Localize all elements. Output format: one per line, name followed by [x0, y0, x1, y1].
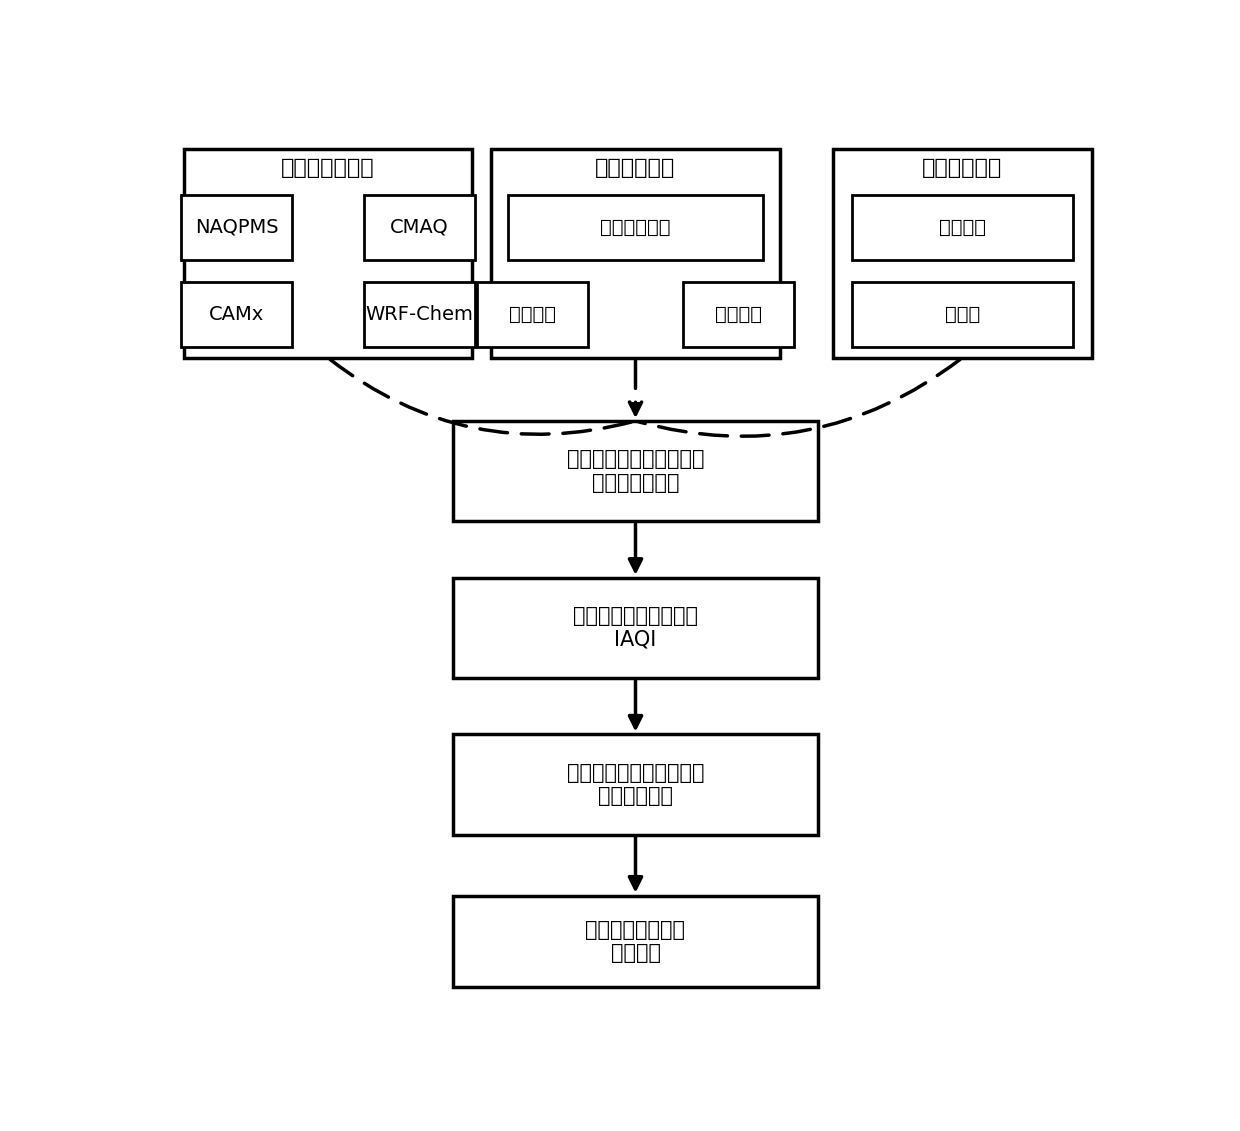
Text: CAMx: CAMx — [210, 304, 264, 323]
Text: 岭回归: 岭回归 — [945, 304, 980, 323]
Text: 支持向量: 支持向量 — [714, 304, 761, 323]
Bar — [181, 195, 291, 260]
Text: 集合预报结果: 集合预报结果 — [923, 158, 1002, 178]
Bar — [852, 195, 1073, 260]
Text: 多元线性回归: 多元线性回归 — [600, 217, 671, 236]
Text: 权重集合: 权重集合 — [939, 217, 986, 236]
Bar — [365, 282, 475, 347]
Bar — [181, 282, 291, 347]
Text: 空气质量指数级别
概率预报: 空气质量指数级别 概率预报 — [585, 920, 686, 962]
Bar — [453, 734, 818, 835]
Text: 统计各污染物空气质量分
指数级别概率: 统计各污染物空气质量分 指数级别概率 — [567, 763, 704, 806]
Bar — [453, 421, 818, 521]
Bar — [832, 149, 1092, 357]
Bar — [852, 282, 1073, 347]
Bar — [477, 282, 588, 347]
Bar — [453, 896, 818, 987]
Text: 统计预报结果: 统计预报结果 — [595, 158, 676, 178]
Text: WRF-Chem: WRF-Chem — [366, 304, 474, 323]
Bar — [184, 149, 472, 357]
Bar — [453, 578, 818, 677]
Bar — [508, 195, 763, 260]
Bar — [683, 282, 794, 347]
Text: 多模式预报结果: 多模式预报结果 — [281, 158, 374, 178]
Text: 多种预报方法的空气质量
预报结果数据库: 多种预报方法的空气质量 预报结果数据库 — [567, 449, 704, 493]
Text: NAQPMS: NAQPMS — [195, 217, 279, 236]
Text: 神经网络: 神经网络 — [510, 304, 557, 323]
Text: 计算各方法的各污染物
IAQI: 计算各方法的各污染物 IAQI — [573, 606, 698, 649]
Bar — [491, 149, 780, 357]
Text: CMAQ: CMAQ — [389, 217, 449, 236]
Bar — [365, 195, 475, 260]
